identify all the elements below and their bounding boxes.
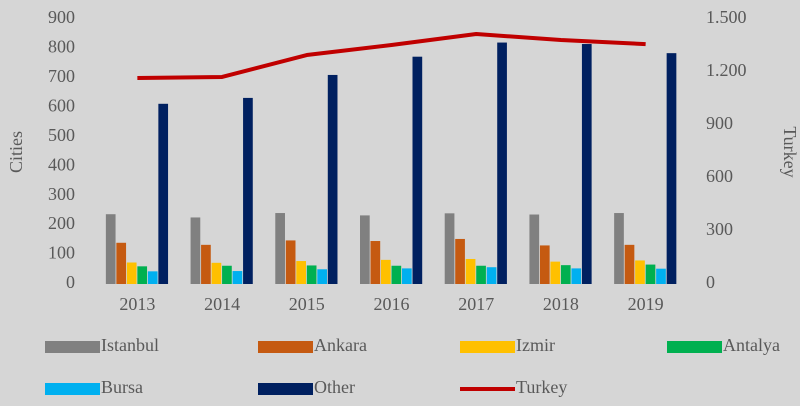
y2-tick-label: 900 xyxy=(706,113,733,133)
bar xyxy=(476,265,486,284)
bar xyxy=(381,259,391,284)
legend-label: Turkey xyxy=(516,377,567,397)
bar xyxy=(105,214,116,284)
bar xyxy=(444,213,455,284)
bar xyxy=(243,97,253,285)
legend-label: Antalya xyxy=(723,335,780,355)
bar xyxy=(116,242,127,284)
bar xyxy=(465,258,476,284)
legend-swatch xyxy=(258,383,313,395)
bar xyxy=(147,271,158,284)
bar xyxy=(402,268,412,284)
bar xyxy=(158,103,169,284)
bar xyxy=(529,214,540,284)
bar xyxy=(486,267,497,284)
bar xyxy=(306,265,317,284)
bar xyxy=(614,213,624,284)
bar xyxy=(190,217,201,284)
y-tick-label: 500 xyxy=(48,125,75,145)
bar xyxy=(285,240,296,284)
y-tick-label: 900 xyxy=(48,7,75,27)
bar xyxy=(126,262,137,284)
x-tick-label: 2015 xyxy=(289,294,325,314)
bar xyxy=(296,261,306,284)
bar xyxy=(211,262,222,284)
legend-label: Istanbul xyxy=(101,335,159,355)
y-tick-label: 700 xyxy=(48,66,75,86)
legend-label: Bursa xyxy=(101,377,143,397)
bar xyxy=(391,265,402,284)
legend-swatch xyxy=(45,383,100,395)
legend-label: Other xyxy=(314,377,355,397)
bar xyxy=(360,215,370,284)
y-tick-label: 300 xyxy=(48,184,75,204)
bar xyxy=(635,260,645,284)
legend-label: Izmir xyxy=(516,335,555,355)
legend-label: Ankara xyxy=(314,335,367,355)
y-tick-label: 600 xyxy=(48,95,75,115)
x-tick-label: 2014 xyxy=(204,294,240,314)
legend-swatch xyxy=(45,341,100,353)
y2-tick-label: 1.200 xyxy=(706,60,747,80)
legend-swatch xyxy=(667,341,722,353)
y-tick-label: 400 xyxy=(48,154,75,174)
y2-tick-label: 0 xyxy=(706,272,715,292)
bar xyxy=(645,264,656,284)
bar xyxy=(624,244,635,284)
bar xyxy=(656,268,666,284)
x-tick-label: 2017 xyxy=(458,294,494,314)
bar xyxy=(232,271,243,284)
bar xyxy=(550,261,561,284)
y2-tick-label: 1.500 xyxy=(706,7,747,27)
bar xyxy=(317,269,327,284)
x-tick-label: 2018 xyxy=(543,294,579,314)
bar xyxy=(581,44,592,285)
bar xyxy=(455,238,465,284)
bar xyxy=(222,265,232,284)
y2-axis-label: Turkey xyxy=(780,126,800,177)
bar xyxy=(327,74,338,284)
y-tick-label: 800 xyxy=(48,37,75,57)
bar xyxy=(497,42,507,284)
legend-swatch xyxy=(460,341,515,353)
y2-tick-label: 300 xyxy=(706,219,733,239)
bar xyxy=(539,245,550,284)
x-tick-label: 2016 xyxy=(374,294,410,314)
y-tick-label: 100 xyxy=(48,243,75,263)
bar xyxy=(201,244,211,284)
y-axis-label: Cities xyxy=(6,131,26,173)
bar xyxy=(571,268,582,284)
bar xyxy=(137,266,148,284)
y2-tick-label: 600 xyxy=(706,166,733,186)
line xyxy=(137,32,646,81)
bar xyxy=(666,53,677,285)
x-tick-label: 2019 xyxy=(628,294,664,314)
y-tick-label: 0 xyxy=(66,272,75,292)
y-tick-label: 200 xyxy=(48,213,75,233)
x-tick-label: 2013 xyxy=(119,294,155,314)
bar xyxy=(412,56,423,284)
bar xyxy=(560,265,571,284)
bar xyxy=(370,241,381,284)
legend-swatch xyxy=(258,341,313,353)
bar xyxy=(275,213,285,284)
